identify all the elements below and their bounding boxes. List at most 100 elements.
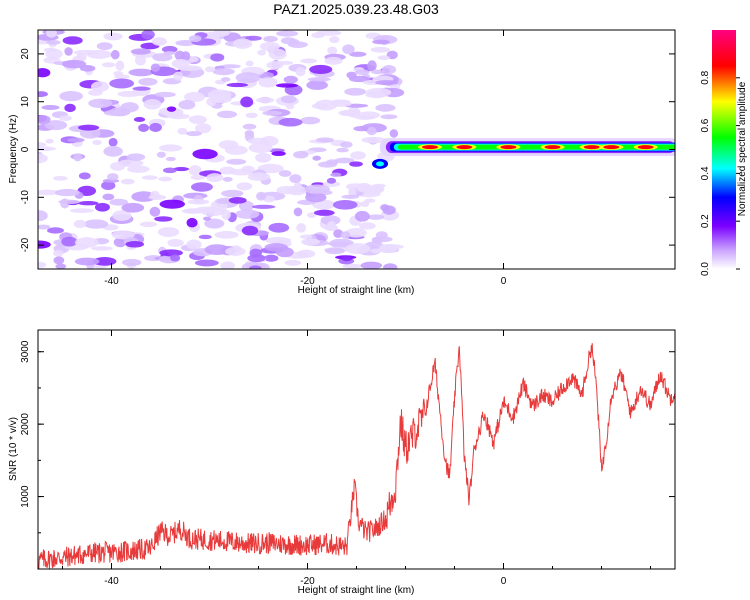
noise-blob	[262, 110, 283, 116]
ridge-hotspot-red	[583, 145, 600, 150]
noise-blob	[156, 151, 166, 158]
noise-blob	[195, 123, 212, 134]
ridge-knot-core	[376, 161, 385, 167]
noise-blob	[173, 71, 183, 81]
snr-frame	[37, 329, 676, 570]
noise-blob	[138, 123, 150, 132]
colorbar-tick-label: 0.8	[700, 70, 711, 84]
noise-blob	[360, 200, 370, 208]
noise-blob	[94, 202, 110, 212]
y-tick-label: -20	[20, 237, 31, 252]
noise-blob	[185, 208, 200, 214]
noise-blob	[306, 212, 317, 218]
noise-blob	[203, 216, 212, 221]
noise-blob	[381, 64, 397, 75]
noise-blob	[121, 202, 145, 213]
noise-blob	[222, 176, 233, 182]
noise-blob	[59, 115, 72, 121]
noise-blob	[380, 114, 398, 120]
noise-blob	[306, 80, 328, 90]
noise-blob	[226, 82, 249, 88]
noise-blob	[121, 258, 142, 267]
noise-blob	[289, 174, 302, 184]
y-tick-label: -10	[20, 190, 31, 205]
noise-blob	[276, 30, 299, 37]
noise-blob	[287, 41, 308, 48]
noise-blob	[154, 91, 176, 98]
noise-blob	[109, 198, 129, 206]
ridge-hotspot-red	[637, 145, 654, 150]
noise-blob	[296, 223, 307, 233]
noise-blob	[204, 244, 230, 256]
noise-blob	[38, 189, 59, 196]
noise-blob	[187, 199, 210, 205]
noise-blob	[389, 83, 401, 90]
noise-blob	[322, 181, 341, 187]
ridge-hotspot-red	[456, 145, 473, 150]
colorbar-ticks: 0.0 0.2 0.4 0.6 0.8	[700, 70, 740, 276]
noise-blob	[364, 198, 376, 203]
noise-blob	[38, 224, 51, 230]
noise-blob	[53, 256, 65, 265]
noise-blob	[300, 116, 321, 125]
noise-blob	[334, 157, 355, 164]
noise-blob	[103, 109, 130, 117]
noise-blob	[103, 146, 123, 157]
noise-blob	[64, 47, 73, 56]
noise-blob	[348, 51, 367, 57]
noise-blob	[194, 259, 219, 267]
noise-blob	[367, 214, 385, 220]
noise-blob	[161, 45, 178, 53]
y-tick-label: 10	[20, 96, 31, 108]
noise-blob	[212, 68, 235, 76]
noise-blob	[258, 77, 278, 88]
noise-blob	[221, 209, 231, 220]
noise-blob	[61, 236, 78, 247]
noise-blob	[283, 75, 298, 84]
noise-blob	[108, 137, 118, 147]
noise-blob	[245, 60, 254, 67]
noise-blob	[358, 222, 376, 230]
noise-blob	[45, 138, 54, 144]
noise-blob	[278, 117, 303, 127]
noise-blob	[38, 142, 47, 147]
noise-blob	[266, 61, 284, 70]
noise-blob	[118, 159, 144, 167]
noise-blob	[74, 257, 100, 266]
noise-blob	[257, 49, 266, 56]
noise-blob	[91, 246, 113, 251]
noise-blob	[367, 60, 377, 72]
noise-blob	[296, 249, 316, 258]
noise-blob	[278, 170, 292, 177]
snr-x-ticks: -40 -20 0	[62, 330, 651, 587]
snr-y-ticks: 1000 2000 3000	[20, 340, 675, 534]
noise-blob	[46, 30, 57, 38]
noise-blob	[232, 38, 253, 49]
noise-blob	[150, 63, 161, 73]
noise-blob	[79, 128, 101, 139]
noise-blob	[371, 69, 385, 75]
noise-blob	[38, 114, 51, 125]
heatmap-y-ticks: -20 -10 0 10 20	[20, 48, 675, 252]
noise-blob	[268, 48, 287, 60]
noise-blob	[336, 147, 349, 153]
noise-blob	[158, 144, 183, 152]
noise-blob	[138, 77, 158, 86]
noise-blob	[90, 81, 110, 92]
noise-blob	[360, 261, 383, 269]
noise-blob	[256, 191, 267, 201]
colorbar: 0.0 0.2 0.4 0.6 0.8 Normalized spectral ampl…	[700, 30, 748, 276]
noise-blob	[377, 55, 390, 60]
noise-blob	[300, 234, 313, 239]
noise-blob	[38, 146, 56, 152]
noise-blob	[370, 46, 390, 53]
noise-blob	[192, 148, 218, 160]
noise-blob	[203, 31, 229, 38]
noise-blob	[44, 120, 68, 131]
noise-blob	[204, 218, 225, 229]
ridge-hotspot-red	[603, 145, 620, 150]
noise-blob	[255, 97, 275, 104]
noise-blob	[275, 83, 299, 88]
noise-blob	[311, 103, 329, 109]
